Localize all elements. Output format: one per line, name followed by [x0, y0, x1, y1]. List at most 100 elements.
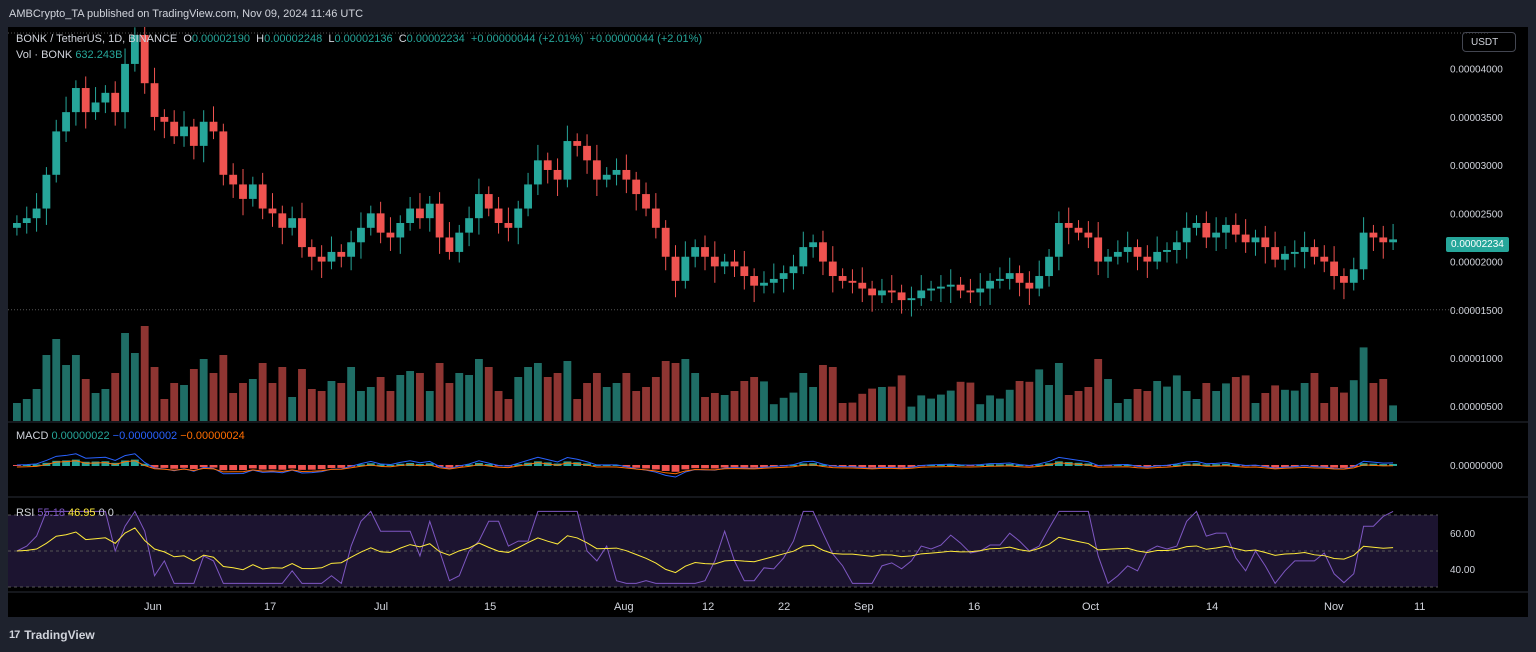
macd-histogram-bar — [1271, 465, 1280, 468]
candle-body — [32, 208, 41, 219]
macd-histogram-bar — [130, 459, 139, 466]
volume-bar — [1231, 377, 1240, 421]
price-tick-label: 0.00002000 — [1450, 258, 1503, 269]
candle-body — [691, 247, 700, 257]
high-value: 0.00002248 — [264, 33, 323, 45]
macd-histogram-bar — [858, 465, 867, 468]
volume-bar — [533, 363, 542, 421]
candle-body — [1369, 232, 1378, 238]
candle-body — [396, 223, 405, 238]
time-tick-label: Oct — [1082, 601, 1099, 613]
candle-body — [347, 242, 356, 257]
tradingview-logo[interactable]: 17 TradingView — [9, 628, 95, 642]
volume-bar — [1064, 395, 1073, 421]
macd-histogram-bar — [71, 459, 80, 466]
candle-body — [799, 247, 808, 267]
volume-bar — [337, 383, 346, 421]
candle-body — [1330, 261, 1339, 277]
price-tick-label: 0.00002500 — [1450, 209, 1503, 220]
candle-body — [760, 282, 768, 286]
macd-histogram-bar — [927, 464, 935, 466]
time-tick-label: Nov — [1324, 601, 1344, 613]
candle-body — [416, 208, 424, 219]
signal-line — [16, 460, 1394, 475]
macd-histogram-bar — [533, 461, 542, 466]
macd-histogram-bar — [268, 465, 277, 470]
volume-bar — [946, 390, 955, 421]
candle-body — [927, 288, 935, 291]
volume-bar — [1035, 369, 1044, 421]
macd-histogram-bar — [239, 465, 247, 471]
chart-area[interactable]: 0.00004000 0.00003500 0.00003000 0.00002500… — [8, 27, 1528, 617]
volume-bar — [150, 367, 159, 421]
close-value: 0.00002234 — [406, 33, 465, 45]
macd-histogram-bar — [170, 465, 179, 469]
volume-bar — [612, 383, 621, 421]
volume-bar — [130, 353, 139, 421]
volume-bar — [642, 387, 650, 421]
candle-body — [720, 261, 729, 267]
volume-bar — [592, 373, 601, 421]
candle-body — [956, 284, 965, 291]
candle-body — [1094, 237, 1103, 262]
volume-bar — [760, 381, 768, 421]
volume-bar — [1133, 389, 1142, 421]
candle-body — [91, 102, 100, 113]
volume-bar — [170, 383, 179, 421]
volume-bar — [504, 399, 513, 421]
candle-body — [101, 92, 110, 103]
candle-body — [809, 242, 818, 248]
macd-histogram-bar — [91, 461, 100, 466]
time-tick-label: 12 — [702, 601, 714, 613]
candle-body — [1182, 227, 1191, 243]
candle-body — [1054, 223, 1063, 257]
volume-bar — [868, 388, 877, 421]
volume-bar — [1222, 383, 1230, 421]
volume-bar — [42, 355, 51, 421]
candle-body — [1320, 256, 1329, 262]
volume-legend: Vol · BONK 632.243B — [16, 49, 123, 61]
volume-bar — [661, 361, 670, 421]
macd-histogram-bar — [701, 465, 709, 469]
volume-bar — [1192, 399, 1201, 421]
symbol-title[interactable]: BONK / TetherUS, 1D, BINANCE — [16, 33, 178, 45]
volume-bar — [327, 381, 336, 421]
candle-body — [995, 278, 1004, 281]
currency-button[interactable]: USDT — [1462, 32, 1516, 52]
candle-body — [1389, 239, 1397, 243]
macd-histogram-bar — [180, 465, 188, 468]
candle-body — [563, 141, 572, 180]
macd-tick-label: 0.00000000 — [1450, 461, 1503, 472]
tradingview-logo-icon: 17 — [9, 629, 20, 641]
macd-histogram-bar — [1349, 465, 1358, 467]
candle-body — [121, 63, 129, 113]
macd-histogram-bar — [740, 465, 749, 468]
macd-histogram-bar — [298, 465, 306, 470]
volume-bar — [1340, 392, 1348, 421]
volume-bar — [347, 367, 356, 421]
macd-histogram-bar — [317, 465, 326, 470]
volume-bar — [878, 387, 886, 421]
volume-bar — [101, 389, 110, 421]
macd-histogram-bar — [1143, 465, 1152, 468]
candle-body — [789, 266, 798, 274]
candle-body — [592, 160, 601, 180]
volume-bar — [219, 355, 228, 421]
volume-bar — [691, 373, 700, 421]
chart-svg[interactable]: 0.00004000 0.00003500 0.00003000 0.00002500… — [8, 27, 1528, 617]
current-price-tag: 0.00002234 — [1446, 237, 1509, 252]
macd-histogram-bar — [1379, 464, 1388, 466]
candle-body — [435, 203, 444, 238]
macd-histogram-bar — [887, 465, 896, 468]
macd-histogram-bar — [1123, 464, 1132, 466]
candle-body — [848, 280, 857, 283]
candle-body — [337, 251, 346, 257]
rsi-line — [16, 510, 1394, 585]
candle-body — [1123, 247, 1132, 252]
macd-histogram-bar — [357, 464, 365, 466]
candle-body — [475, 194, 483, 219]
macd-histogram-bar — [101, 461, 110, 466]
candle-body — [887, 290, 896, 293]
macd-histogram-bar — [160, 465, 169, 468]
volume-bar — [1369, 383, 1378, 421]
